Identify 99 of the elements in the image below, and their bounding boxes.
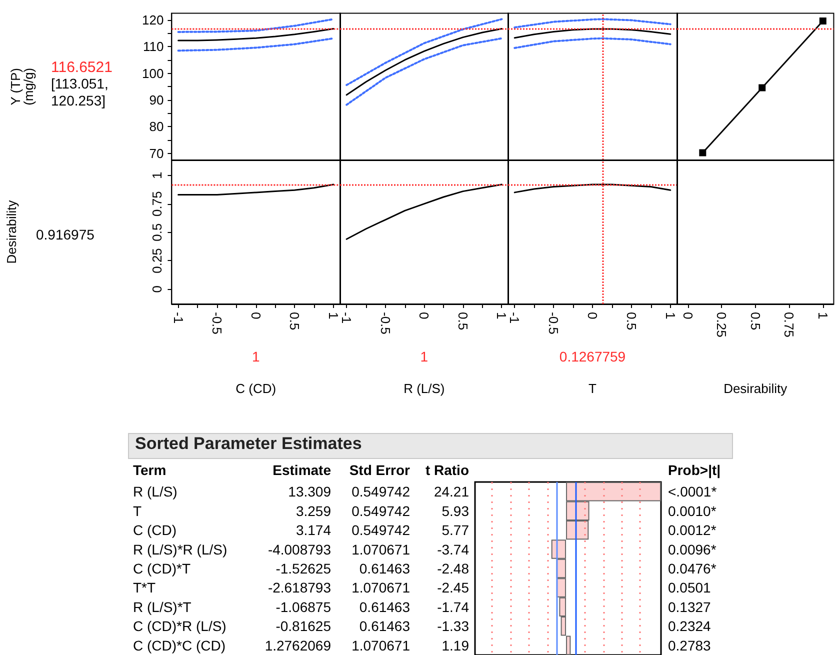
x-tick-label: -0.5 <box>546 312 562 334</box>
x-tick-label: 1 <box>326 312 341 320</box>
data-label: -2.48 <box>437 560 470 576</box>
y-tick-label: R (L/S) <box>133 484 178 500</box>
x-tick-label: 1 <box>816 312 831 320</box>
y-tick-label: 70 <box>149 146 164 161</box>
y-tick-label: 1 <box>150 172 165 179</box>
y-tick-label: 80 <box>149 119 164 134</box>
x-axis-title: T <box>588 381 597 396</box>
x-tick-label: 0.75 <box>782 312 797 338</box>
x-tick-label: 0 <box>248 312 264 320</box>
x-tick-label: -1 <box>170 312 186 324</box>
text: -2.618793 <box>268 580 332 596</box>
y-tick-label: R (L/S)*R (L/S) <box>133 541 228 558</box>
text: 0.549742 <box>352 484 410 500</box>
line-series <box>177 18 334 33</box>
x-tick-label: 0 <box>585 312 600 320</box>
line-series <box>178 28 334 42</box>
x-tick-label: 1 <box>494 312 510 320</box>
text: 0.61463 <box>359 598 410 615</box>
y-tick-label: 120 <box>142 12 164 28</box>
y-tick-label: 0 <box>150 286 165 293</box>
line-series <box>178 184 334 196</box>
x-tick-label: 0.5 <box>748 312 764 330</box>
text: 0.61463 <box>359 560 410 576</box>
text: 3.259 <box>296 502 332 519</box>
text: 0.1327 <box>668 598 712 615</box>
text: Sorted Parameter Estimates <box>128 433 733 459</box>
x-tick-label: 0.5 <box>287 312 302 330</box>
text: 3.174 <box>296 522 332 538</box>
text: 116.6521 <box>51 59 112 76</box>
y-tick-label: C (CD)*T <box>133 560 191 576</box>
text: 0.1267759 <box>560 348 626 365</box>
y-tick-label: C (CD)*C (CD) <box>133 637 226 654</box>
text: -1.06875 <box>276 598 332 615</box>
y-tick-label: 100 <box>142 66 164 81</box>
text: 13.309 <box>288 484 332 500</box>
text: 1.070671 <box>352 637 410 654</box>
x-tick-label: 0.25 <box>714 312 730 338</box>
text: <.0001* <box>668 484 718 500</box>
y-tick-label: 0.5 <box>150 223 165 242</box>
x-tick-label: 0 <box>416 312 432 320</box>
y-tick-label: R (L/S)*T <box>133 598 192 615</box>
x-tick-label: 0 <box>680 312 696 320</box>
text: 1.2762069 <box>264 637 332 654</box>
y-tick-label: T <box>133 502 142 519</box>
x-axis-title: C (CD) <box>236 381 276 396</box>
line-series <box>177 37 334 52</box>
text: 1 <box>420 348 428 365</box>
text: 0.0476* <box>668 560 717 576</box>
x-axis-title: R (L/S) <box>404 381 445 396</box>
text: t Ratio <box>425 462 469 478</box>
x-tick-label: 0.5 <box>455 312 470 330</box>
data-label: 5.77 <box>442 522 470 538</box>
x-tick-label: -0.5 <box>378 312 393 334</box>
text: 0.0501 <box>668 580 712 596</box>
text: 0.549742 <box>352 502 410 519</box>
x-axis-title: Desirability <box>724 381 788 396</box>
text: 0.0012* <box>668 522 717 538</box>
text: 0.61463 <box>359 618 410 634</box>
text: 1 <box>252 348 260 365</box>
y-tick-label: 0.75 <box>150 191 165 216</box>
text: -4.008793 <box>268 541 332 558</box>
y-tick-label: 0.25 <box>150 248 165 274</box>
data-label: -2.45 <box>437 580 470 596</box>
data-label: -1.74 <box>437 598 470 615</box>
data-label: -3.74 <box>437 541 470 558</box>
data-label: 1.19 <box>442 637 470 654</box>
y-tick-label: T*T <box>133 580 156 596</box>
text: -0.81625 <box>276 618 332 634</box>
x-tick-label: -1 <box>507 312 522 324</box>
text: Term <box>133 462 166 478</box>
data-label: 24.21 <box>434 484 470 500</box>
text: -1.52625 <box>276 560 332 576</box>
text: 0.549742 <box>352 522 410 538</box>
x-tick-label: -0.5 <box>210 312 225 334</box>
y-tick-label: C (CD)*R (L/S) <box>133 618 226 634</box>
text: 0.0010* <box>668 502 717 519</box>
y-tick-label: 110 <box>142 39 164 54</box>
text: Std Error <box>349 462 411 478</box>
bar <box>566 636 571 655</box>
x-tick-label: -1 <box>339 312 354 324</box>
text: [113.051, 120.253] <box>51 76 108 108</box>
y-tick-label: 90 <box>149 92 164 108</box>
text: 1.070671 <box>352 580 410 596</box>
text: Estimate <box>272 462 332 478</box>
text: 0.2324 <box>668 618 712 634</box>
data-label: -1.33 <box>437 618 470 634</box>
text: Prob>|t| <box>668 462 721 479</box>
text: 0.2783 <box>668 637 712 654</box>
text: 0.916975 <box>36 226 95 242</box>
text: 1.070671 <box>352 541 410 558</box>
data-label: 5.93 <box>442 502 470 519</box>
y-axis-title: Y (TP) (mg/g) <box>8 68 36 106</box>
x-tick-label: 0.5 <box>624 312 640 330</box>
y-tick-label: C (CD) <box>133 522 177 538</box>
y-axis-title: Desirability <box>4 200 19 264</box>
x-tick-label: 1 <box>663 312 678 320</box>
text: 0.0096* <box>668 541 717 558</box>
